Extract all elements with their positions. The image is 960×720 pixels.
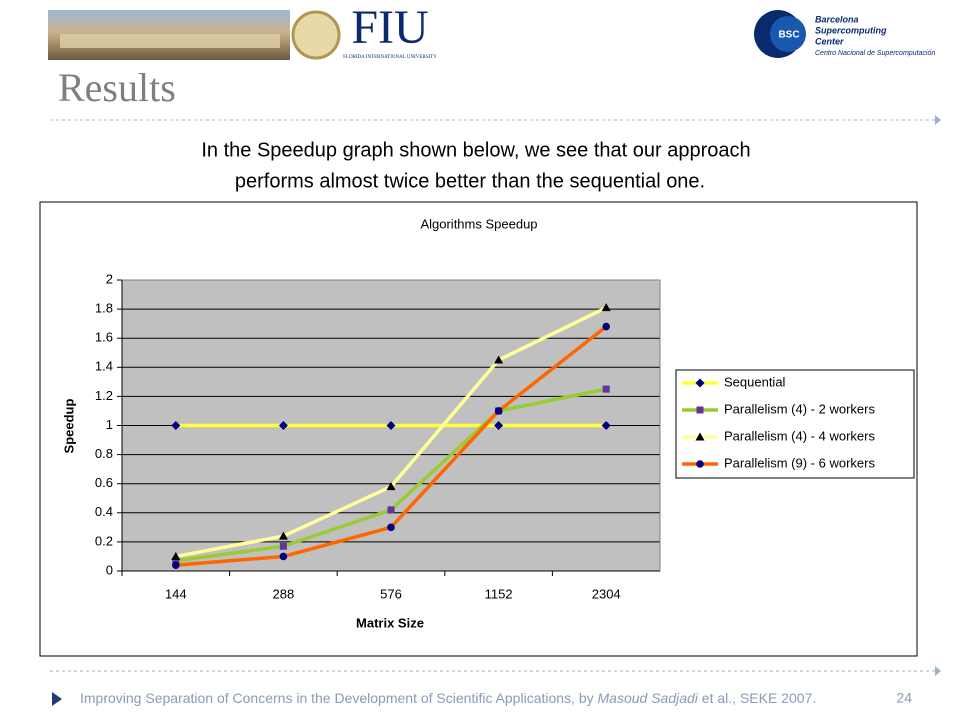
fiu-sub: FLORIDA INTERNATIONAL UNIVERSITY — [343, 55, 437, 60]
marker — [172, 557, 180, 565]
y-tick-label: 0.6 — [95, 475, 113, 490]
footer-bullet — [52, 692, 62, 706]
bsc-line: Supercomputing — [815, 25, 887, 35]
marker — [171, 551, 181, 560]
marker — [695, 432, 705, 441]
legend-box — [675, 369, 915, 479]
x-tick-label: 1152 — [485, 586, 513, 601]
marker — [601, 421, 611, 430]
x-tick-label: 576 — [380, 586, 402, 601]
chart-title: Algorithms Speedup — [420, 216, 537, 231]
marker — [386, 482, 396, 491]
legend-label: Sequential — [724, 374, 786, 389]
slide-title: Results — [58, 65, 176, 110]
bsc-logo: BSC — [778, 30, 799, 41]
bsc-line: Barcelona — [815, 14, 859, 24]
y-tick-label: 1.2 — [95, 388, 113, 403]
fiu-seal — [291, 10, 341, 60]
legend-label: Parallelism (4) - 2 workers — [724, 401, 875, 416]
page-number: 24 — [896, 690, 912, 706]
bsc-logo-inner — [770, 16, 806, 52]
bsc-sub: Centro Nacional de Supercomputación — [815, 50, 935, 57]
y-tick-label: 1 — [106, 417, 113, 432]
marker — [601, 303, 611, 312]
footer-text: et al., SEKE 2007. — [698, 690, 816, 706]
y-tick-label: 1.8 — [95, 301, 113, 316]
x-tick-label: 144 — [165, 586, 187, 601]
footer-author: Masoud Sadjadi — [598, 690, 699, 706]
y-tick-label: 0.8 — [95, 446, 113, 461]
y-tick-label: 0 — [106, 562, 113, 577]
marker — [171, 421, 181, 430]
marker — [386, 421, 396, 430]
marker — [696, 406, 704, 414]
y-axis-label: Speedup — [61, 398, 76, 453]
y-tick-label: 0.4 — [95, 504, 113, 519]
intro-line: In the Speedup graph shown below, we see… — [201, 139, 750, 161]
marker — [278, 531, 288, 540]
y-tick-label: 2 — [106, 271, 113, 286]
divider-arrow — [935, 666, 941, 676]
marker — [387, 506, 395, 514]
intro-line: performs almost twice better than the se… — [235, 170, 705, 192]
footer: Improving Separation of Concerns in the … — [80, 690, 816, 706]
marker — [278, 421, 288, 430]
marker — [279, 542, 287, 550]
marker — [696, 460, 704, 468]
y-tick-label: 1.4 — [95, 359, 113, 374]
marker — [494, 421, 504, 430]
x-axis-label: Matrix Size — [356, 615, 424, 630]
marker — [602, 385, 610, 393]
marker — [279, 552, 288, 561]
legend-label: Parallelism (4) - 4 workers — [724, 428, 875, 443]
x-tick-label: 288 — [273, 586, 295, 601]
marker — [172, 561, 180, 569]
x-tick-label: 2304 — [592, 586, 621, 601]
y-tick-label: 1.6 — [95, 330, 113, 345]
footer-text: Improving Separation of Concerns in the … — [80, 690, 598, 706]
photo-building — [60, 34, 280, 48]
marker — [695, 378, 705, 388]
marker — [494, 407, 503, 415]
y-tick-label: 0.2 — [95, 533, 113, 548]
bsc-line: Center — [815, 36, 844, 46]
marker — [494, 355, 504, 364]
marker — [387, 523, 395, 532]
fiu-logo: FIU — [351, 1, 428, 54]
marker — [602, 322, 610, 331]
divider-arrow — [935, 115, 941, 125]
legend-label: Parallelism (9) - 6 workers — [724, 455, 875, 470]
